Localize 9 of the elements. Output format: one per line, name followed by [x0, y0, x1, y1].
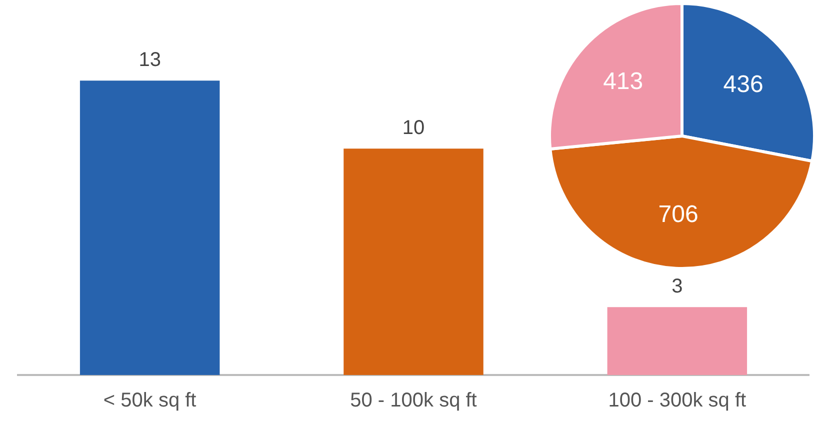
x-tick-label: 50 - 100k sq ft: [350, 390, 478, 412]
data-label: 13: [138, 49, 161, 72]
data-label: 10: [402, 117, 425, 140]
data-label: 706: [658, 201, 698, 228]
x-tick-label: < 50k sq ft: [103, 390, 197, 412]
data-label: 436: [723, 71, 764, 98]
data-label: 3: [672, 276, 683, 298]
data-label: 413: [603, 68, 644, 96]
x-tick-label: 100 - 300k sq ft: [608, 390, 747, 412]
